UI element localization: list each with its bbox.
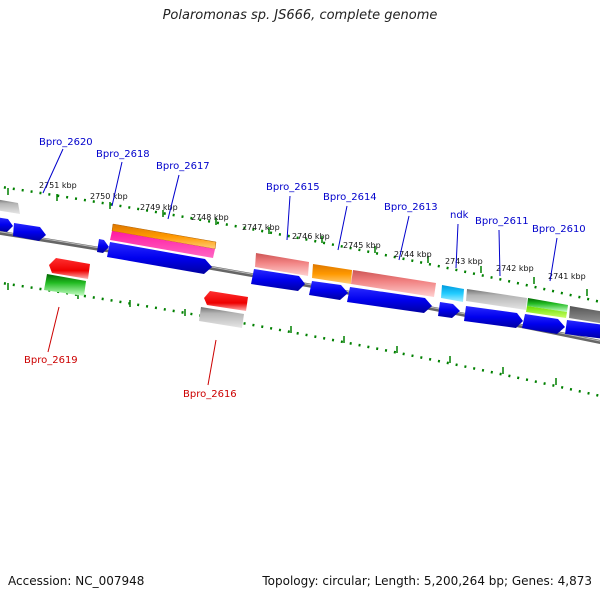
gene-label: ndk	[450, 210, 469, 221]
accession-label: Accession: NC_007948	[8, 574, 144, 588]
scale-label: 2750 kbp	[90, 192, 128, 201]
label-leaders-reverse	[48, 307, 216, 385]
scale-label: 2741 kbp	[548, 272, 586, 281]
gene-arrow	[438, 302, 460, 318]
scale-label: 2743 kbp	[445, 257, 483, 266]
feature-cyan	[441, 285, 464, 302]
gene-label-reverse: Bpro_2619	[24, 355, 78, 366]
feature-gray	[199, 307, 244, 328]
gene-label: Bpro_2617	[156, 161, 210, 172]
genome-map: 2751 kbp 2750 kbp 2749 kbp 2748 kbp 2747…	[0, 0, 600, 600]
gene-label: Bpro_2620	[39, 137, 93, 148]
gene-label: Bpro_2611	[475, 216, 529, 227]
gene-label: Bpro_2613	[384, 202, 438, 213]
gene-label: Bpro_2618	[96, 149, 150, 160]
gene-arrow	[464, 306, 523, 328]
scale-label: 2747 kbp	[242, 223, 280, 232]
scale-label: 2742 kbp	[496, 264, 534, 273]
scale-label: 2745 kbp	[343, 241, 381, 250]
gene-label: Bpro_2614	[323, 192, 377, 203]
scale-label: 2748 kbp	[191, 213, 229, 222]
gene-label-reverse: Bpro_2616	[183, 389, 237, 400]
scale-label: 2746 kbp	[292, 232, 330, 241]
gene-arrow	[309, 281, 348, 300]
gene-arrow	[13, 223, 46, 241]
feature-orange	[312, 264, 352, 284]
gene-label: Bpro_2615	[266, 182, 320, 193]
gene-arrow	[0, 217, 13, 232]
feature-gray	[466, 289, 527, 310]
gene-arrow-reverse	[204, 291, 248, 311]
feature-gray	[0, 199, 20, 214]
gene-arrow	[522, 314, 565, 334]
gene-label: Bpro_2610	[532, 224, 586, 235]
topology-label: Topology: circular; Length: 5,200,264 bp…	[262, 574, 592, 588]
